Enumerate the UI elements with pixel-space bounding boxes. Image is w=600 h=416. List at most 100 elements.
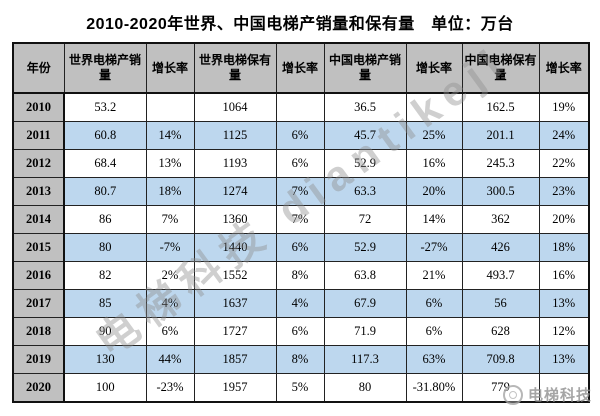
value-cell: 36.5	[323, 92, 407, 122]
table-header-row: 年份 世界电梯产销量 增长率 世界电梯保有量 增长率 中国电梯产销量 增长率 中国电梯保有量增…	[12, 42, 590, 94]
table-row: 2012 68.4 13% 1193 6% 52.9 16% 245.3 22%	[12, 149, 590, 178]
value-cell: 8%	[275, 345, 325, 374]
year-cell: 2013	[12, 177, 65, 206]
value-cell: 709.8	[461, 345, 540, 374]
table-row: 2013 80.7 18% 1274 7% 63.3 20% 300.5 23%	[12, 177, 590, 206]
value-cell: 245.3	[461, 149, 540, 178]
value-cell: 1125	[193, 121, 277, 150]
value-cell: 22%	[538, 149, 590, 178]
value-cell: 56	[461, 289, 540, 318]
table-row: 2018 90 6% 1727 6% 71.9 6% 628 12%	[12, 317, 590, 346]
value-cell: 21%	[405, 261, 463, 290]
value-cell: 6%	[145, 317, 195, 346]
value-cell: 90	[63, 317, 147, 346]
value-cell: 362	[461, 205, 540, 234]
table-row: 2014 86 7% 1360 7% 72 14% 362 20%	[12, 205, 590, 234]
year-cell: 2017	[12, 289, 65, 318]
value-cell: 493.7	[461, 261, 540, 290]
year-cell: 2020	[12, 373, 65, 403]
value-cell: 63%	[405, 345, 463, 374]
value-cell	[145, 92, 195, 122]
value-cell: 4%	[145, 289, 195, 318]
value-cell: 13%	[538, 345, 590, 374]
value-cell: 426	[461, 233, 540, 262]
year-cell: 2014	[12, 205, 65, 234]
value-cell: 20%	[538, 205, 590, 234]
value-cell: 779	[461, 373, 540, 403]
value-cell: 63.8	[323, 261, 407, 290]
value-cell: 7%	[275, 177, 325, 206]
column-header: 世界电梯保有量	[193, 42, 277, 94]
table-row: 2015 80 -7% 1440 6% 52.9 -27% 426 18%	[12, 233, 590, 262]
column-header: 增长率	[145, 42, 195, 94]
column-header: 增长率	[275, 42, 325, 94]
value-cell: 18%	[145, 177, 195, 206]
value-cell: 1440	[193, 233, 277, 262]
table-row: 2010 53.2 1064 36.5 162.5 19%	[12, 92, 590, 122]
value-cell: 16%	[538, 261, 590, 290]
column-header: 增长率	[538, 42, 590, 94]
value-cell: 80	[323, 373, 407, 403]
year-cell: 2019	[12, 345, 65, 374]
value-cell: 117.3	[323, 345, 407, 374]
value-cell	[405, 92, 463, 122]
year-cell: 2018	[12, 317, 65, 346]
value-cell: 80	[63, 233, 147, 262]
value-cell: 80.7	[63, 177, 147, 206]
value-cell: 20%	[405, 177, 463, 206]
value-cell: -27%	[405, 233, 463, 262]
table-row: 2011 60.8 14% 1125 6% 45.7 25% 201.1 24%	[12, 121, 590, 150]
value-cell: 53.2	[63, 92, 147, 122]
column-header: 增长率	[405, 42, 463, 94]
value-cell: 6%	[275, 317, 325, 346]
value-cell: 6%	[405, 289, 463, 318]
value-cell: 52.9	[323, 233, 407, 262]
value-cell: 16%	[405, 149, 463, 178]
value-cell: 1552	[193, 261, 277, 290]
value-cell: 628	[461, 317, 540, 346]
value-cell: -23%	[145, 373, 195, 403]
year-cell: 2012	[12, 149, 65, 178]
value-cell: 45.7	[323, 121, 407, 150]
value-cell: 1274	[193, 177, 277, 206]
value-cell: 4%	[275, 289, 325, 318]
value-cell: 7%	[145, 205, 195, 234]
value-cell: 162.5	[461, 92, 540, 122]
column-header: 中国电梯保有量	[461, 42, 540, 94]
value-cell: 19%	[538, 92, 590, 122]
value-cell: 44%	[145, 345, 195, 374]
year-cell: 2016	[12, 261, 65, 290]
year-cell: 2010	[12, 92, 65, 122]
value-cell: 100	[63, 373, 147, 403]
value-cell: 300.5	[461, 177, 540, 206]
value-cell: 71.9	[323, 317, 407, 346]
table-row: 2016 82 2% 1552 8% 63.8 21% 493.7 16%	[12, 261, 590, 290]
page-title: 2010-2020年世界、中国电梯产销量和保有量 单位：万台	[86, 16, 514, 33]
value-cell: 8%	[275, 261, 325, 290]
value-cell: 67.9	[323, 289, 407, 318]
value-cell: 5%	[275, 373, 325, 403]
value-cell: 72	[323, 205, 407, 234]
value-cell: 82	[63, 261, 147, 290]
value-cell: 6%	[275, 121, 325, 150]
column-header: 世界电梯产销量	[63, 42, 147, 94]
value-cell: 86	[63, 205, 147, 234]
value-cell: 23%	[538, 177, 590, 206]
table-row: 2017 85 4% 1637 4% 67.9 6% 56 13%	[12, 289, 590, 318]
value-cell: -31.80%	[405, 373, 463, 403]
year-cell: 2015	[12, 233, 65, 262]
value-cell: 2%	[145, 261, 195, 290]
value-cell: 6%	[275, 149, 325, 178]
value-cell: 13%	[145, 149, 195, 178]
value-cell: 1957	[193, 373, 277, 403]
value-cell: 130	[63, 345, 147, 374]
value-cell: 13%	[538, 289, 590, 318]
value-cell: 1857	[193, 345, 277, 374]
column-header: 中国电梯产销量	[323, 42, 407, 94]
value-cell	[538, 373, 590, 403]
value-cell: 1064	[193, 92, 277, 122]
value-cell: 85	[63, 289, 147, 318]
value-cell: 14%	[145, 121, 195, 150]
table-row: 2020 100 -23% 1957 5% 80 -31.80% 779	[12, 373, 590, 403]
